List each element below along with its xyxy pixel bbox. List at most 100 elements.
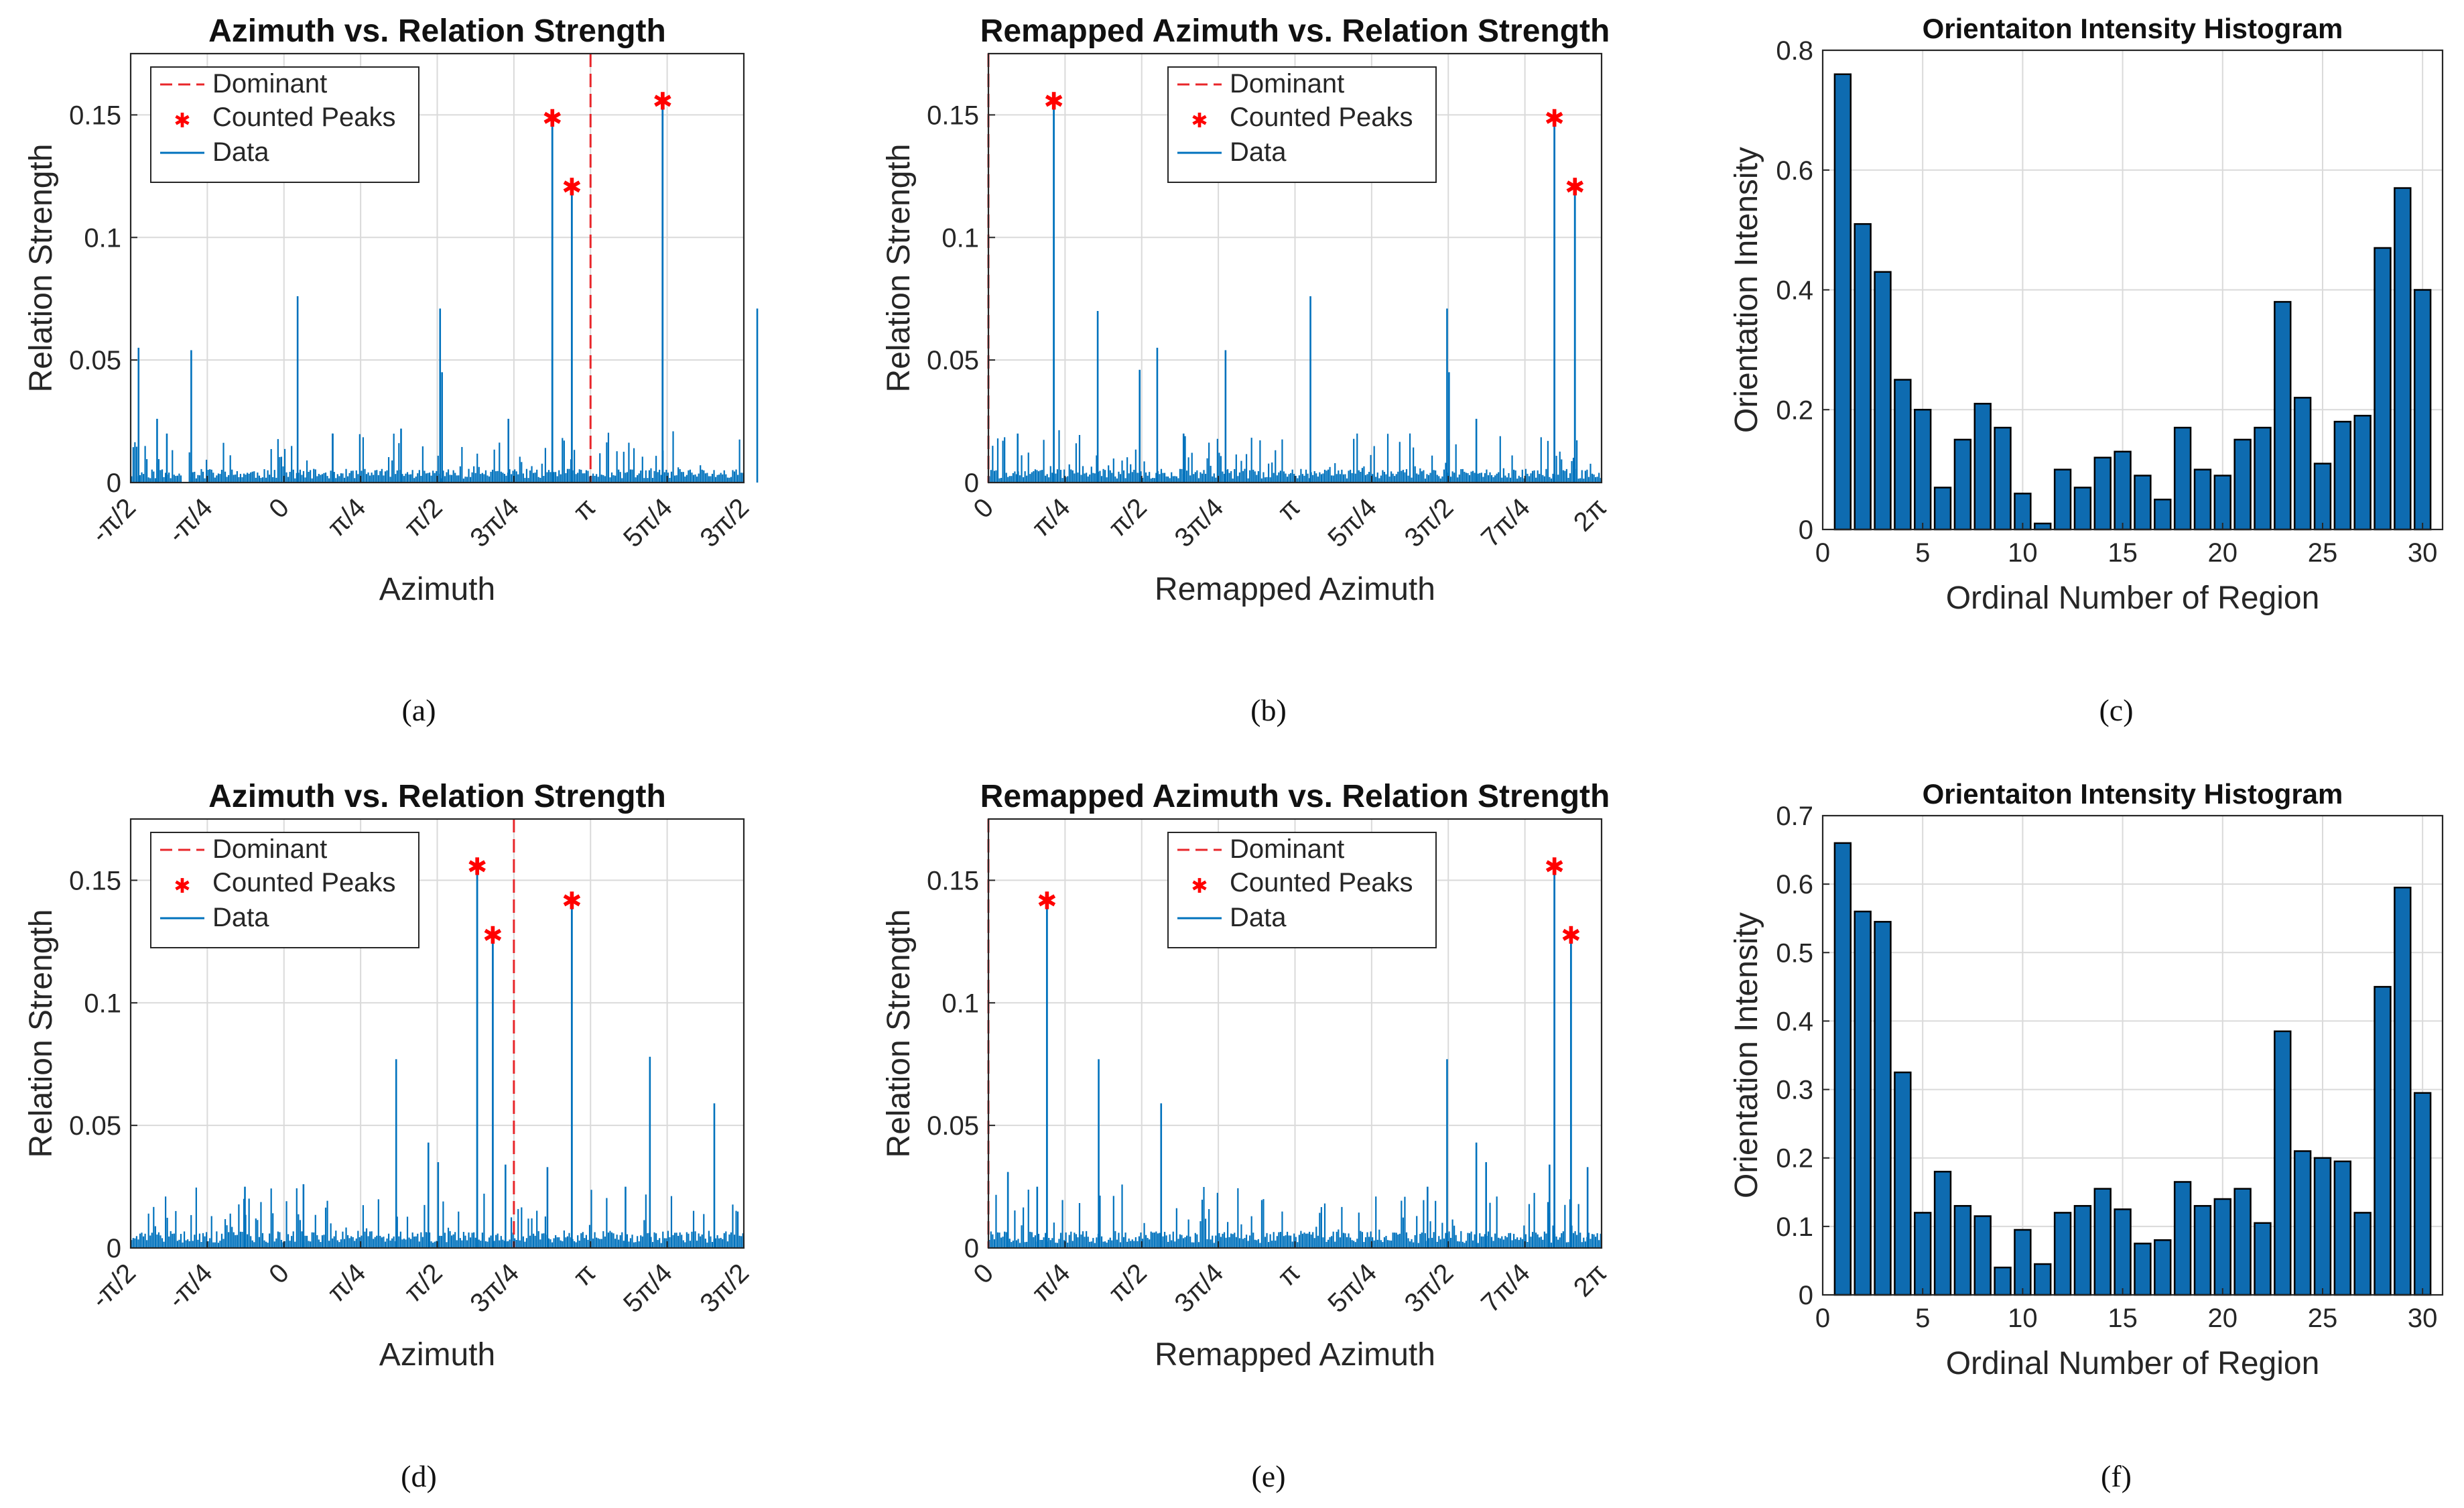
y-tick-label: 0.1 [84,989,121,1018]
x-axis-label: Remapped Azimuth [1155,1337,1435,1373]
x-tick-label: 3π/4 [464,1258,525,1318]
x-tick-label: 15 [2108,538,2138,568]
y-tick-label: 0.15 [69,866,121,895]
legend-entry: Dominant [1230,69,1344,99]
x-tick-label: 7π/4 [1476,493,1536,553]
legend-entry: Data [212,137,269,167]
histogram-bar [2193,1204,2212,1296]
y-tick-label: 0.7 [1776,802,1813,831]
peak-marker: ✱ [562,887,582,915]
legend-entry: Counted Peaks [212,103,396,132]
histogram-bar [1994,426,2012,531]
x-tick-label: 15 [2108,1304,2138,1333]
legend-entry: Counted Peaks [1230,103,1413,132]
x-axis-label: Azimuth [379,572,495,607]
histogram-bar [2394,187,2412,531]
series-data: ✱ ✱ ✱ [987,54,1602,483]
x-tick-label: 3π/2 [1399,1258,1460,1318]
legend-entry: Data [212,903,269,932]
histogram-bar [1933,487,1952,531]
histogram-bar [2313,1157,2332,1296]
histogram-bar [1914,409,1932,531]
histogram-bar [2093,1188,2112,1296]
histogram-bar [2374,247,2392,531]
chart-panel-a: ✱ ✱ ✱ 0 0.05 0.1 0.15 -π/2 -π/4 0 π/4 π/2 3π/4 π 5π/4 3… [23,13,759,727]
histogram-bar [1894,379,1912,531]
histogram-bar [2333,1160,2351,1296]
y-tick-label: 0.05 [69,346,121,375]
x-tick-label: 0 [1815,1304,1830,1333]
peak-marker: ✱ [482,922,503,949]
histogram-bar [2073,487,2092,531]
histogram-bar [2173,1181,2192,1296]
x-tick-label: 5 [1915,1304,1930,1333]
chart-panel-d: ✱ ✱ ✱ 0 0.05 0.1 0.15 -π/2 -π/4 0 π/4 π/2 3π/4 π 5π/4 3… [23,779,755,1493]
histogram-bar [2274,1030,2292,1296]
legend-box [150,832,419,948]
histogram-bar [1854,910,1872,1296]
x-axis-label: Ordinal Number of Region [1946,1346,2320,1381]
y-tick-label: 0.15 [927,866,979,895]
histogram-bar [2313,462,2332,531]
histogram-bar [1994,1266,2012,1296]
legend-box [1167,66,1437,183]
x-tick-label: π/2 [1103,1258,1153,1308]
series-data: ✱ ✱ ✱ [131,54,759,483]
x-tick-label: 3π/4 [1169,1258,1229,1318]
histogram-bar [1833,842,1852,1296]
x-tick-label: π [1272,493,1306,527]
histogram-bar [2374,986,2392,1296]
chart-panel-b: ✱✱✱00.050.10.150 π/4 π/2 3π/4 π 5π/4 3π/2 7π/4 2… [881,13,1612,727]
x-tick-label: 3π/2 [694,493,755,553]
histogram-bar [2333,420,2351,531]
x-tick-label: -π/4 [162,493,218,549]
x-tick-label: 3π/2 [1399,493,1460,553]
histogram-bar [1973,1215,1992,1296]
y-tick-label: 0 [1799,515,1813,545]
y-tick-label: 0.2 [1776,395,1813,425]
x-tick-label: 10 [2008,538,2038,568]
histogram-bar [2233,438,2252,531]
x-tick-label: π [1272,1258,1306,1292]
y-axis-label: Orientation Intensity [1729,147,1764,433]
histogram-bar [2053,468,2072,531]
histogram-bar [2053,1212,2072,1296]
histogram-bar [2034,522,2052,531]
x-tick-label: π/2 [1103,493,1153,542]
y-tick-label: 0.1 [942,989,979,1018]
legend: ✱ Dominant Counted Peaks Data [150,832,419,948]
histogram-bar [2034,1263,2052,1296]
histogram-bar [2254,426,2272,531]
x-tick-label: 5 [1915,538,1930,568]
histogram-bar [1973,403,1992,531]
x-axis-label: Azimuth [379,1337,495,1373]
x-tick-label: 5π/4 [1322,1258,1382,1318]
legend-entry: Dominant [212,69,327,99]
legend-peak-swatch: ✱ [1191,110,1208,132]
y-tick-label: 0.4 [1776,1007,1813,1036]
histogram-bar [1874,271,1892,531]
y-tick-label: 0.2 [1776,1144,1813,1174]
x-tick-label: 0 [263,493,295,524]
histogram-bar [1854,223,1872,531]
histogram-bar [2274,301,2292,531]
x-tick-label: 0 [263,1258,295,1290]
legend-peak-swatch: ✱ [174,875,190,897]
histogram-bar [2114,1208,2132,1296]
y-axis-label: Relation Strength [881,909,917,1158]
x-tick-label: -π/2 [86,493,142,549]
histogram-bar [1833,73,1852,531]
peak-marker: ✱ [467,853,487,880]
histogram-bar [2233,1188,2252,1296]
series-data: ✱ ✱ ✱ [131,819,744,1248]
y-tick-label: 0.1 [1776,1212,1813,1242]
histogram-bar [2293,397,2312,531]
x-axis-label: Ordinal Number of Region [1946,580,2320,616]
chart-title: Azimuth vs. Relation Strength [208,779,666,814]
x-tick-label: 25 [2308,538,2338,568]
y-axis-label: Orientation Intensity [1729,912,1764,1198]
histogram-bar [2073,1204,2092,1296]
peak-marker: ✱ [1545,105,1565,132]
chart-title: Remapped Azimuth vs. Relation Strength [980,779,1610,814]
